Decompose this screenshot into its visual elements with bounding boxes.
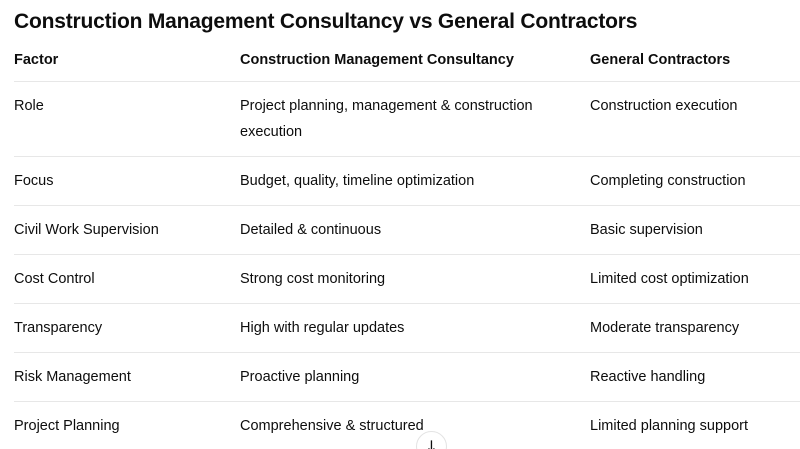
- comparison-table: Factor Construction Management Consultan…: [14, 38, 800, 449]
- table-cell: Cost Control: [14, 254, 240, 304]
- arrow-down-icon: ↓: [424, 436, 439, 449]
- table-cell: Detailed & continuous: [240, 205, 590, 255]
- column-header-contractors: General Contractors: [590, 38, 800, 82]
- table-cell: Proactive planning: [240, 352, 590, 402]
- table-row: Role Project planning, management & const…: [14, 81, 800, 157]
- table-cell: Comprehensive & structured: [240, 401, 590, 449]
- table-cell: High with regular updates: [240, 303, 590, 353]
- table-row: Focus Budget, quality, timeline optimizat…: [14, 156, 800, 206]
- table-cell: Limited planning support: [590, 401, 800, 449]
- column-header-factor: Factor: [14, 38, 240, 82]
- table-cell: Transparency: [14, 303, 240, 353]
- table-row: Civil Work Supervision Detailed & continu…: [14, 205, 800, 255]
- table-row: Project Planning Comprehensive & structur…: [14, 401, 800, 449]
- table-cell: Project planning, management & construct…: [240, 81, 590, 157]
- table-row: Cost Control Strong cost monitoring Limite…: [14, 254, 800, 304]
- table-cell: Reactive handling: [590, 352, 800, 402]
- table-cell: Budget, quality, timeline optimization: [240, 156, 590, 206]
- column-header-consultancy: Construction Management Consultancy: [240, 38, 590, 82]
- table-cell: Construction execution: [590, 81, 800, 157]
- table-row: Transparency High with regular updates Mod…: [14, 303, 800, 353]
- table-cell: Project Planning: [14, 401, 240, 449]
- table-header-row: Factor Construction Management Consultan…: [14, 38, 800, 82]
- table-cell: Risk Management: [14, 352, 240, 402]
- page-title: Construction Management Consultancy vs G…: [14, 10, 638, 33]
- table-cell: Completing construction: [590, 156, 800, 206]
- table-cell: Moderate transparency: [590, 303, 800, 353]
- table-cell: Focus: [14, 156, 240, 206]
- table-cell: Limited cost optimization: [590, 254, 800, 304]
- table-cell: Role: [14, 81, 240, 157]
- table-cell: Strong cost monitoring: [240, 254, 590, 304]
- table-cell: Basic supervision: [590, 205, 800, 255]
- table-row: Risk Management Proactive planning Reactiv…: [14, 352, 800, 402]
- table-cell: Civil Work Supervision: [14, 205, 240, 255]
